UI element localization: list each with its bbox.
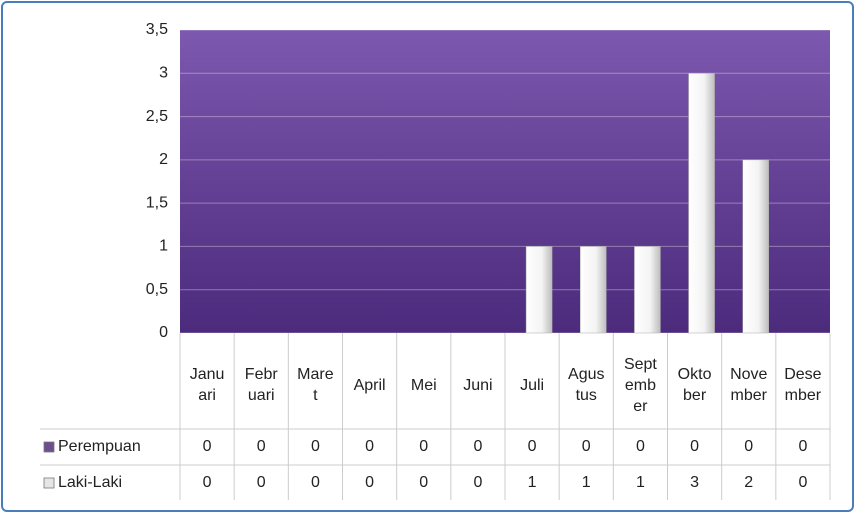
x-tick-label: Juni — [463, 376, 493, 394]
y-tick-label: 0 — [159, 324, 168, 341]
bar — [634, 246, 661, 334]
table-cell: 0 — [636, 438, 645, 455]
bar — [525, 246, 553, 334]
x-tick-label: Januari — [189, 366, 225, 404]
table-cell: 0 — [419, 438, 428, 455]
y-tick-label: 3 — [159, 65, 168, 82]
y-tick-label: 0,5 — [146, 281, 168, 298]
legend-label: Laki-Laki — [58, 474, 122, 491]
bar — [580, 246, 607, 334]
x-tick-label: Maret — [297, 366, 334, 404]
table-cell: 1 — [636, 474, 645, 491]
table-cell: 0 — [690, 438, 699, 455]
legend-key — [43, 441, 55, 453]
table-cell: 0 — [203, 474, 212, 491]
table-cell: 2 — [744, 474, 753, 491]
x-tick-label: September — [623, 355, 657, 415]
table-cell: 0 — [582, 438, 591, 455]
table-cell: 1 — [582, 474, 591, 491]
x-tick-label: Juli — [520, 376, 545, 394]
table-cell: 0 — [311, 474, 320, 491]
legend-label: Perempuan — [58, 438, 141, 455]
table-cell: 0 — [311, 438, 320, 455]
table-cell: 0 — [203, 438, 212, 455]
x-tick-label: Agustus — [568, 366, 605, 404]
x-tick-label: Desember — [784, 366, 822, 404]
table-cell: 3 — [690, 474, 699, 491]
table-cell: 0 — [528, 438, 537, 455]
table-cell: 0 — [798, 474, 807, 491]
y-tick-label: 2,5 — [146, 108, 168, 125]
table-cell: 0 — [419, 474, 428, 491]
table-cell: 0 — [365, 474, 374, 491]
y-tick-label: 2 — [159, 151, 168, 168]
table-cell: 0 — [798, 438, 807, 455]
y-tick-label: 1 — [159, 238, 168, 255]
table-cell: 0 — [473, 438, 482, 455]
legend-key — [43, 477, 55, 489]
y-tick-label: 3,5 — [146, 21, 168, 38]
plot-area — [180, 30, 830, 333]
table-cell: 0 — [473, 474, 482, 491]
x-tick-label: Februari — [244, 366, 278, 404]
bar — [688, 73, 715, 334]
x-tick-label: Oktober — [677, 366, 712, 404]
table-cell: 0 — [257, 438, 266, 455]
table-cell: 1 — [528, 474, 537, 491]
y-tick-label: 1,5 — [146, 194, 168, 211]
table-cell: 0 — [365, 438, 374, 455]
x-tick-label: April — [353, 376, 386, 394]
table-cell: 0 — [744, 438, 753, 455]
x-tick-label: Mei — [410, 376, 437, 394]
bar — [742, 159, 769, 334]
x-tick-label: November — [730, 366, 768, 404]
table-cell: 0 — [257, 474, 266, 491]
